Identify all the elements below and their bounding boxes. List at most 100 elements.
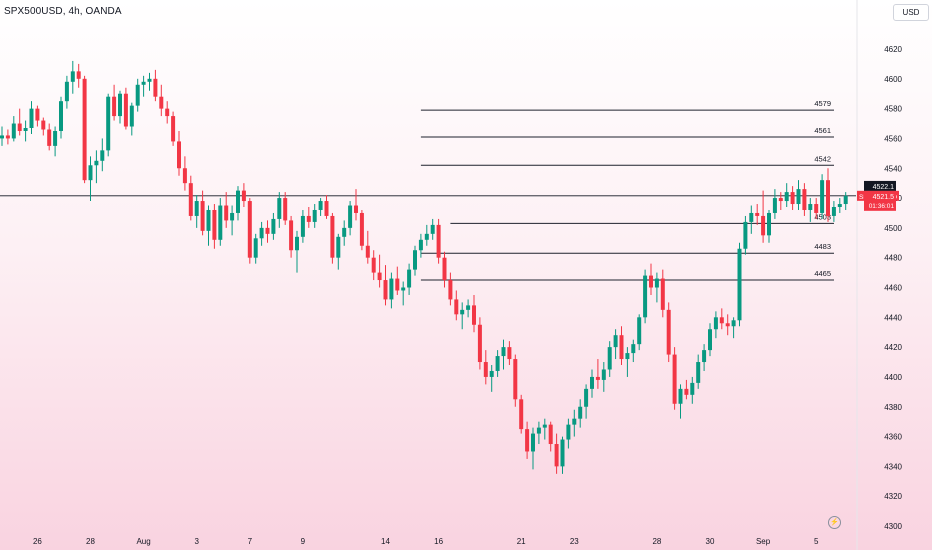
candle-body: [106, 96, 111, 151]
candle-body: [383, 280, 388, 300]
candle-body: [430, 224, 435, 234]
x-tick-label: 3: [194, 537, 199, 546]
candle-body: [790, 192, 795, 205]
candle-body: [666, 309, 671, 355]
candle-body: [454, 299, 459, 315]
y-tick-label: 4500: [884, 224, 902, 233]
candle-body: [548, 424, 553, 445]
candle-body: [778, 198, 783, 202]
candle-body: [377, 272, 382, 281]
candle-body: [177, 141, 181, 169]
candle-body: [731, 320, 736, 327]
candle-body: [371, 257, 376, 273]
y-tick-label: 4400: [884, 373, 902, 382]
y-tick-label: 4340: [884, 462, 902, 471]
candle-body: [501, 347, 506, 357]
x-tick-label: Aug: [136, 537, 150, 546]
level-label: 4579: [814, 99, 831, 108]
candle-body: [436, 224, 441, 258]
last-price-tag: [864, 190, 896, 211]
candle-body: [542, 424, 547, 428]
candle-body: [796, 189, 801, 205]
candle-body: [572, 418, 577, 425]
candle-body: [761, 215, 766, 236]
candle-body: [578, 406, 583, 419]
candle-body: [247, 201, 252, 258]
candle-body: [159, 96, 164, 109]
candle-body: [601, 369, 606, 380]
x-tick-label: 7: [248, 537, 253, 546]
last-price-text: 4521.5: [873, 194, 895, 201]
x-tick-label: 30: [706, 537, 715, 546]
candle-body: [359, 212, 364, 246]
candle-body: [35, 108, 40, 121]
crosshair-price-text: 4522.1: [873, 184, 895, 191]
candle-body: [277, 198, 282, 219]
candle-body: [784, 192, 789, 202]
candle-body: [525, 429, 530, 452]
candle-body: [407, 269, 412, 288]
candle-body: [312, 209, 317, 222]
y-tick-label: 4620: [884, 45, 902, 54]
candle-body: [519, 399, 524, 430]
candle-body: [837, 204, 842, 208]
candle-body: [94, 160, 99, 166]
candle-body: [395, 278, 400, 291]
candle-body: [365, 245, 370, 258]
candle-body: [607, 347, 612, 370]
level-label: 4503: [814, 212, 831, 221]
candle-body: [259, 227, 264, 239]
y-tick-label: 4320: [884, 492, 902, 501]
candle-body: [660, 278, 665, 310]
candle-body: [513, 359, 518, 400]
candle-body: [318, 201, 323, 210]
x-tick-label: 14: [381, 537, 390, 546]
candle-body: [460, 309, 465, 315]
candle-body: [348, 205, 353, 228]
y-tick-label: 4460: [884, 284, 902, 293]
candle-body: [826, 180, 830, 216]
candle-body: [76, 71, 81, 79]
candle-body: [507, 347, 512, 360]
lightning-icon[interactable]: ⚡: [828, 516, 841, 529]
candle-body: [566, 424, 571, 440]
candle-body: [141, 81, 146, 85]
candle-body: [472, 305, 476, 325]
candle-body: [713, 317, 718, 330]
candle-body: [171, 116, 176, 142]
candle-body: [253, 238, 258, 258]
candle-body: [200, 201, 205, 231]
candle-body: [643, 275, 648, 318]
candle-body: [619, 335, 624, 360]
candle-body: [218, 205, 223, 240]
x-tick-label: Sep: [756, 537, 771, 546]
candle-body: [719, 317, 724, 324]
candle-body: [354, 205, 358, 213]
candle-body: [725, 323, 730, 327]
candle-body: [442, 257, 447, 281]
candle-body: [29, 108, 34, 129]
candle-body: [466, 305, 471, 310]
candle-body: [649, 275, 653, 288]
x-tick-label: 5: [814, 537, 819, 546]
candle-body: [147, 78, 152, 82]
y-tick-label: 4540: [884, 164, 902, 173]
candle-body: [336, 236, 341, 258]
candle-body: [477, 324, 482, 363]
candle-body: [64, 81, 69, 102]
candle-body: [755, 212, 760, 216]
candle-body: [820, 180, 825, 213]
candle-body: [831, 207, 836, 216]
candle-body: [554, 444, 559, 467]
candle-body: [135, 84, 140, 106]
candle-body: [230, 212, 235, 221]
candle-body: [342, 227, 347, 237]
countdown-text: 01:36:01: [869, 203, 895, 210]
candle-body: [802, 189, 807, 210]
candle-body: [631, 344, 636, 354]
candle-body: [495, 356, 500, 371]
crosshair-price-tag: [864, 180, 896, 191]
candle-body: [112, 96, 117, 117]
currency-button[interactable]: USD: [893, 4, 929, 21]
